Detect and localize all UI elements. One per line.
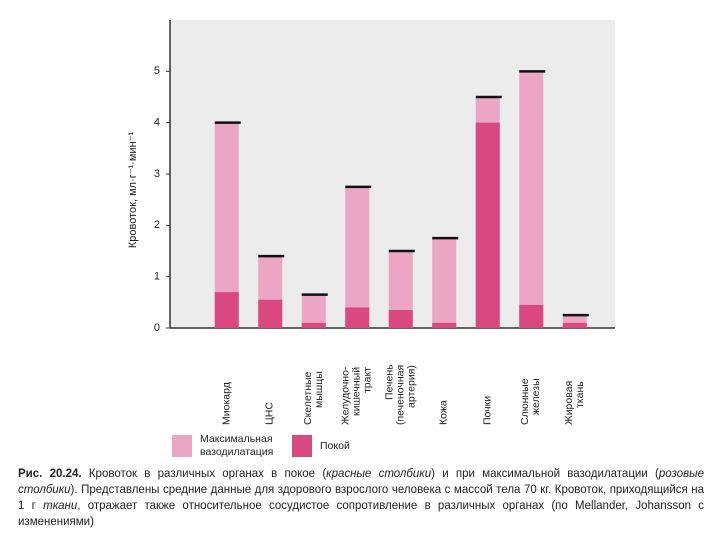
y-tick-label: 1: [154, 271, 160, 283]
bar: [258, 299, 283, 328]
legend-swatch: [292, 435, 312, 457]
caption-text: ). Представлены средние данные для здоро…: [18, 484, 704, 512]
x-tick-label: ЦНС: [263, 402, 276, 425]
x-tick-label: Печень (печеночная артерия): [383, 364, 418, 425]
caption-text: Кровоток в различных органах в покое (: [88, 468, 327, 480]
x-tick-label: Жировая ткань: [562, 380, 586, 425]
bar: [345, 186, 370, 328]
bar: [519, 304, 544, 328]
legend-label: Максимальная вазодилатация: [200, 433, 274, 458]
bar: [388, 310, 413, 328]
x-tick-label: Желудочно- кишечный тракт: [339, 366, 374, 425]
caption-text: , отражает также относительное сосудисто…: [18, 500, 704, 528]
x-tick-label: Миокард: [220, 382, 233, 425]
y-tick-label: 2: [154, 219, 160, 231]
y-axis-label: Кровоток, мл·г⁻¹·мин⁻¹: [127, 132, 139, 249]
bar: [562, 322, 587, 328]
y-tick-label: 0: [154, 322, 160, 334]
y-tick-label: 4: [154, 117, 160, 129]
bar: [432, 322, 457, 328]
x-tick-label: Скелетные мышцы: [301, 371, 325, 425]
caption-text: красные столбики: [326, 468, 432, 480]
x-tick-label: Слюнные железы: [519, 378, 543, 425]
bar: [214, 292, 239, 328]
figure-number: Рис. 20.24.: [18, 468, 82, 480]
caption-text: розовые столбики: [18, 468, 705, 496]
bar: [301, 322, 326, 328]
bar: [475, 122, 500, 329]
caption: Рис. 20.24. Кровоток в различных органах…: [18, 466, 704, 530]
bar: [519, 71, 544, 328]
y-tick-label: 3: [154, 168, 160, 180]
legend-label: Покой: [320, 440, 350, 452]
bar: [345, 307, 370, 328]
legend-swatch: [172, 435, 192, 457]
caption-text: ) и при максимальной вазодилатации (: [431, 468, 659, 480]
bar: [432, 238, 457, 328]
y-tick-label: 5: [154, 65, 160, 77]
caption-text: ткани: [43, 500, 78, 512]
x-tick-label: Кожа: [437, 400, 450, 425]
bar: [301, 294, 326, 328]
x-tick-label: Почки: [481, 395, 494, 425]
